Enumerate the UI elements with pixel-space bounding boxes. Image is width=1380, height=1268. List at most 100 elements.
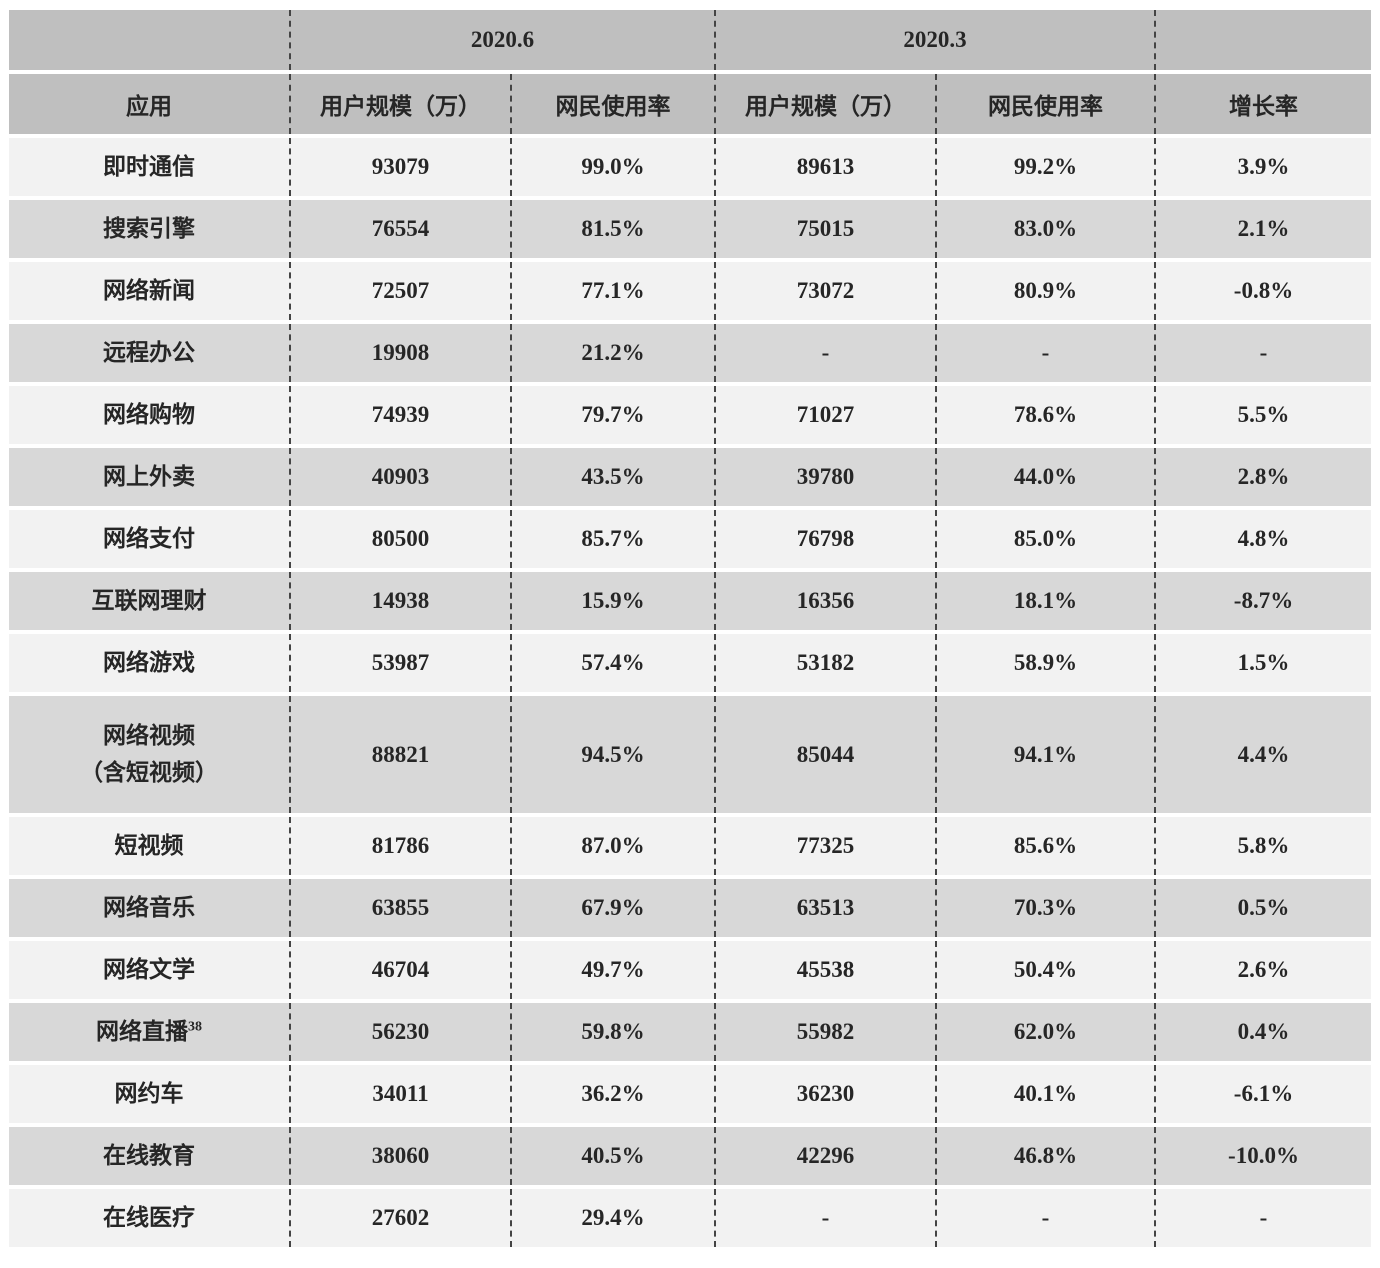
user-scale-2020-6-cell: 46704 — [291, 941, 512, 999]
table-row: 在线医疗 27602 29.4% - - - — [9, 1189, 1371, 1247]
app-name-cell: 在线教育 — [9, 1127, 291, 1185]
usage-rate-2020-6-cell: 40.5% — [512, 1127, 716, 1185]
col-header-growth-rate: 增长率 — [1156, 74, 1371, 134]
table-row: 网络视频 （含短视频） 88821 94.5% 85044 94.1% 4.4% — [9, 696, 1371, 813]
app-name: 即时通信 — [103, 153, 195, 179]
col-header-app: 应用 — [9, 74, 291, 134]
col-header-user-scale-2020-3: 用户规模（万） — [716, 74, 937, 134]
header-columns-row: 应用 用户规模（万） 网民使用率 用户规模（万） 网民使用率 增长率 — [9, 74, 1371, 134]
app-name-cell: 在线医疗 — [9, 1189, 291, 1247]
app-name-cell: 搜索引擎 — [9, 200, 291, 258]
usage-rate-2020-3-cell: 85.6% — [937, 817, 1156, 875]
usage-rate-2020-3-cell: - — [937, 324, 1156, 382]
user-scale-2020-3-cell: 75015 — [716, 200, 937, 258]
growth-rate-cell: 0.5% — [1156, 879, 1371, 937]
growth-rate-cell: 4.4% — [1156, 696, 1371, 813]
col-header-usage-rate-2020-6: 网民使用率 — [512, 74, 716, 134]
app-name: 短视频 — [114, 832, 184, 858]
usage-rate-2020-6-cell: 67.9% — [512, 879, 716, 937]
usage-rate-2020-6-cell: 79.7% — [512, 386, 716, 444]
user-scale-2020-3-cell: 53182 — [716, 634, 937, 692]
app-name: 在线教育 — [103, 1142, 195, 1168]
table-row: 网络购物 74939 79.7% 71027 78.6% 5.5% — [9, 386, 1371, 444]
user-scale-2020-6-cell: 14938 — [291, 572, 512, 630]
growth-rate-cell: 5.8% — [1156, 817, 1371, 875]
user-scale-2020-6-cell: 53987 — [291, 634, 512, 692]
app-name: 网络新闻 — [103, 277, 195, 303]
usage-rate-2020-6-cell: 99.0% — [512, 138, 716, 196]
app-name-cell: 网络视频 （含短视频） — [9, 696, 291, 813]
table-row: 网络游戏 53987 57.4% 53182 58.9% 1.5% — [9, 634, 1371, 692]
table-row: 网约车 34011 36.2% 36230 40.1% -6.1% — [9, 1065, 1371, 1123]
usage-statistics-table: 2020.6 2020.3 应用 用户规模（万） 网民使用率 用户规模（万） 网… — [9, 6, 1371, 1251]
usage-rate-2020-3-cell: 78.6% — [937, 386, 1156, 444]
usage-rate-2020-6-cell: 59.8% — [512, 1003, 716, 1061]
app-name-cell: 短视频 — [9, 817, 291, 875]
user-scale-2020-3-cell: 89613 — [716, 138, 937, 196]
app-name-cell: 网络文学 — [9, 941, 291, 999]
growth-rate-cell: -0.8% — [1156, 262, 1371, 320]
usage-rate-2020-3-cell: 80.9% — [937, 262, 1156, 320]
user-scale-2020-3-cell: 16356 — [716, 572, 937, 630]
app-name: 网络支付 — [103, 525, 195, 551]
usage-rate-2020-3-cell: 94.1% — [937, 696, 1156, 813]
user-scale-2020-3-cell: 76798 — [716, 510, 937, 568]
app-name-cell: 网络购物 — [9, 386, 291, 444]
growth-rate-cell: 1.5% — [1156, 634, 1371, 692]
table-row: 远程办公 19908 21.2% - - - — [9, 324, 1371, 382]
app-name: 网约车 — [114, 1080, 184, 1106]
user-scale-2020-6-cell: 72507 — [291, 262, 512, 320]
app-name: 网络音乐 — [103, 894, 195, 920]
app-name: 互联网理财 — [91, 587, 207, 613]
usage-rate-2020-6-cell: 21.2% — [512, 324, 716, 382]
app-name-cell: 网络直播38 — [9, 1003, 291, 1061]
usage-rate-2020-6-cell: 49.7% — [512, 941, 716, 999]
header-group-row: 2020.6 2020.3 — [9, 10, 1371, 70]
growth-rate-cell: -10.0% — [1156, 1127, 1371, 1185]
usage-rate-2020-3-cell: 46.8% — [937, 1127, 1156, 1185]
app-name-cell: 网络游戏 — [9, 634, 291, 692]
header-blank-right — [1156, 10, 1371, 70]
growth-rate-cell: -6.1% — [1156, 1065, 1371, 1123]
col-header-user-scale-2020-6: 用户规模（万） — [291, 74, 512, 134]
growth-rate-cell: 5.5% — [1156, 386, 1371, 444]
growth-rate-cell: - — [1156, 1189, 1371, 1247]
usage-rate-2020-3-cell: 18.1% — [937, 572, 1156, 630]
user-scale-2020-3-cell: 77325 — [716, 817, 937, 875]
usage-rate-2020-3-cell: 62.0% — [937, 1003, 1156, 1061]
app-name: 网上外卖 — [103, 463, 195, 489]
app-name: 网络购物 — [103, 401, 195, 427]
table-row: 网上外卖 40903 43.5% 39780 44.0% 2.8% — [9, 448, 1371, 506]
user-scale-2020-6-cell: 19908 — [291, 324, 512, 382]
growth-rate-cell: - — [1156, 324, 1371, 382]
user-scale-2020-6-cell: 93079 — [291, 138, 512, 196]
usage-rate-2020-3-cell: - — [937, 1189, 1156, 1247]
user-scale-2020-6-cell: 27602 — [291, 1189, 512, 1247]
user-scale-2020-6-cell: 80500 — [291, 510, 512, 568]
usage-rate-2020-6-cell: 43.5% — [512, 448, 716, 506]
header-period-2020-6: 2020.6 — [291, 10, 716, 70]
app-name-cell: 网络音乐 — [9, 879, 291, 937]
col-header-usage-rate-2020-3: 网民使用率 — [937, 74, 1156, 134]
app-name-cell: 网约车 — [9, 1065, 291, 1123]
table-row: 网络支付 80500 85.7% 76798 85.0% 4.8% — [9, 510, 1371, 568]
user-scale-2020-3-cell: 85044 — [716, 696, 937, 813]
app-name-cell: 远程办公 — [9, 324, 291, 382]
usage-rate-2020-6-cell: 29.4% — [512, 1189, 716, 1247]
app-name-cell: 网上外卖 — [9, 448, 291, 506]
table-row: 网络文学 46704 49.7% 45538 50.4% 2.6% — [9, 941, 1371, 999]
usage-rate-2020-6-cell: 87.0% — [512, 817, 716, 875]
usage-rate-2020-3-cell: 99.2% — [937, 138, 1156, 196]
user-scale-2020-6-cell: 56230 — [291, 1003, 512, 1061]
growth-rate-cell: 3.9% — [1156, 138, 1371, 196]
table-row: 网络直播38 56230 59.8% 55982 62.0% 0.4% — [9, 1003, 1371, 1061]
app-name: 远程办公 — [103, 339, 195, 365]
header-blank-left — [9, 10, 291, 70]
usage-rate-2020-6-cell: 85.7% — [512, 510, 716, 568]
header-period-2020-3: 2020.3 — [716, 10, 1156, 70]
growth-rate-cell: 2.6% — [1156, 941, 1371, 999]
usage-rate-2020-3-cell: 50.4% — [937, 941, 1156, 999]
user-scale-2020-3-cell: 42296 — [716, 1127, 937, 1185]
user-scale-2020-3-cell: 39780 — [716, 448, 937, 506]
